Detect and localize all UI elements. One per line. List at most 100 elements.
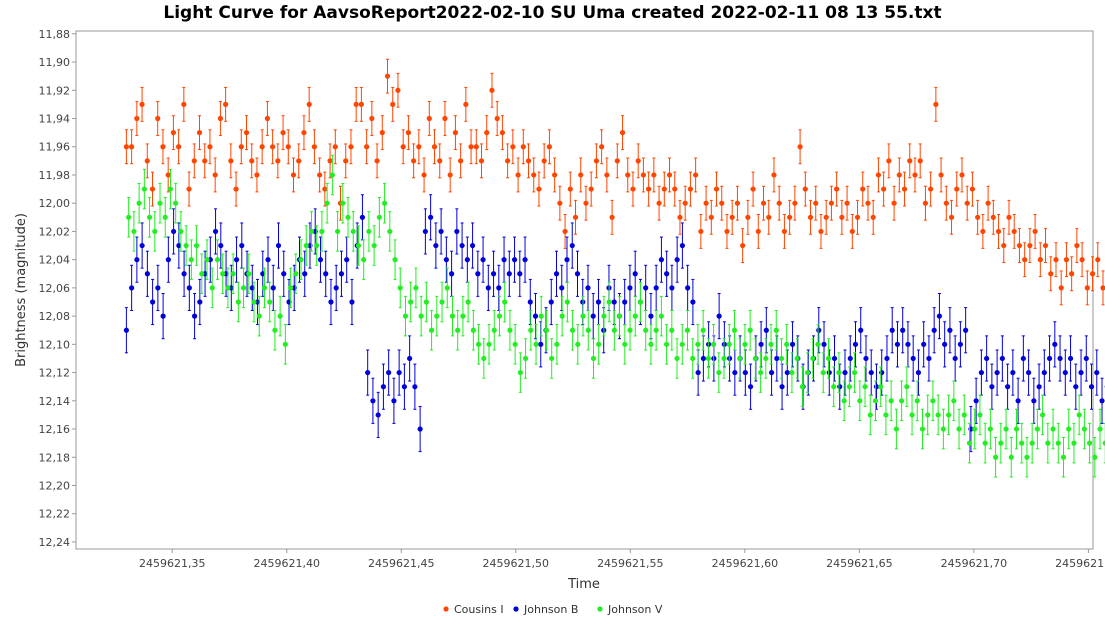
- data-point: [1045, 440, 1051, 446]
- data-point: [1001, 242, 1007, 249]
- data-point: [134, 257, 140, 263]
- data-point: [729, 214, 735, 220]
- data-point: [447, 172, 453, 178]
- data-point: [781, 228, 788, 235]
- data-point: [554, 341, 560, 347]
- data-point: [176, 242, 182, 249]
- data-point: [494, 115, 500, 122]
- data-point: [413, 285, 419, 291]
- data-point: [1036, 384, 1042, 390]
- data-point: [737, 355, 743, 362]
- data-point: [732, 369, 738, 376]
- data-point: [703, 200, 709, 206]
- data-point: [1053, 257, 1059, 263]
- y-tick-label: 12,00: [39, 197, 71, 210]
- data-point: [852, 369, 858, 376]
- data-point: [894, 341, 901, 347]
- data-point: [768, 341, 774, 347]
- data-point: [708, 214, 714, 220]
- data-point: [893, 426, 899, 432]
- data-point: [204, 257, 210, 263]
- data-point: [884, 355, 890, 362]
- data-point: [256, 313, 262, 319]
- data-point: [841, 398, 847, 404]
- data-point: [627, 327, 633, 333]
- data-point: [585, 285, 591, 291]
- data-point: [267, 299, 273, 305]
- data-point: [831, 384, 837, 390]
- data-point: [496, 313, 503, 319]
- data-point: [674, 257, 680, 263]
- data-point: [690, 355, 696, 362]
- data-point: [1015, 398, 1021, 404]
- data-point: [1081, 426, 1087, 432]
- data-point: [726, 341, 732, 347]
- data-point: [912, 172, 918, 178]
- data-point: [959, 172, 965, 178]
- data-point: [1024, 454, 1030, 460]
- data-point: [475, 271, 481, 277]
- data-point: [228, 158, 234, 164]
- data-point: [374, 158, 380, 164]
- data-point: [1089, 271, 1096, 277]
- data-point: [437, 158, 443, 164]
- data-point: [883, 412, 889, 418]
- data-point: [928, 186, 934, 192]
- data-point: [700, 327, 706, 333]
- data-point: [742, 369, 748, 376]
- data-point: [1083, 355, 1089, 362]
- data-point: [632, 313, 638, 319]
- data-point: [596, 341, 602, 347]
- data-point: [333, 285, 339, 291]
- data-point: [170, 130, 176, 136]
- data-point: [907, 158, 913, 164]
- data-point: [946, 412, 952, 418]
- data-point: [371, 242, 377, 249]
- data-point: [162, 214, 168, 220]
- data-point: [862, 384, 868, 390]
- data-point: [517, 271, 523, 277]
- data-point: [766, 214, 772, 220]
- data-point: [857, 398, 863, 404]
- data-point: [511, 257, 518, 263]
- data-point: [569, 242, 575, 249]
- data-point: [905, 341, 911, 347]
- data-point: [249, 158, 255, 164]
- data-point: [490, 271, 497, 277]
- data-point: [134, 115, 140, 122]
- y-tick-label: 12,04: [39, 254, 71, 267]
- data-point: [400, 144, 406, 150]
- chart-title: Light Curve for AavsoReport2022-02-10 SU…: [163, 3, 942, 23]
- data-point: [459, 242, 465, 249]
- data-point: [719, 200, 725, 206]
- data-point: [687, 186, 694, 192]
- data-point: [578, 172, 584, 178]
- data-point: [921, 341, 927, 347]
- data-point: [625, 172, 631, 178]
- data-point: [502, 299, 508, 305]
- data-point: [669, 327, 675, 333]
- data-point: [308, 228, 315, 235]
- data-point: [900, 327, 906, 333]
- data-point: [599, 144, 605, 150]
- data-point: [139, 101, 145, 107]
- data-point: [569, 327, 576, 333]
- data-point: [390, 101, 396, 107]
- data-point: [353, 101, 359, 107]
- data-point: [401, 384, 407, 390]
- data-point: [763, 327, 769, 333]
- data-point: [677, 214, 683, 220]
- data-point: [863, 355, 869, 362]
- data-point: [572, 214, 579, 220]
- data-point: [155, 115, 161, 122]
- x-tick-label: 2459621,55: [597, 557, 663, 570]
- data-point: [207, 144, 213, 150]
- y-tick-label: 12,12: [39, 367, 71, 380]
- data-point: [157, 200, 163, 206]
- data-point: [407, 355, 413, 362]
- data-point: [541, 158, 547, 164]
- data-point: [527, 299, 533, 305]
- data-point: [265, 257, 271, 263]
- data-point: [915, 369, 922, 376]
- data-point: [740, 242, 746, 249]
